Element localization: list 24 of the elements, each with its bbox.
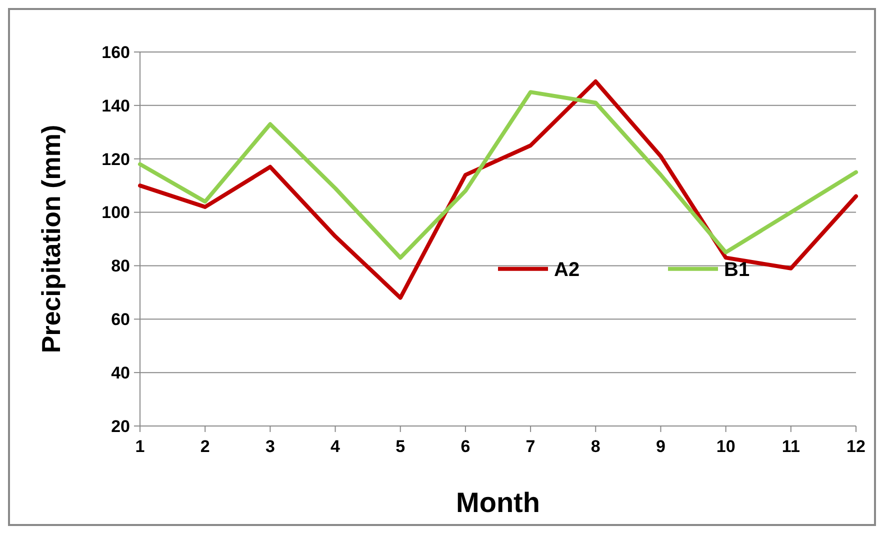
x-tick-label: 6: [460, 437, 470, 456]
x-tick-label: 9: [656, 437, 666, 456]
y-tick-label: 140: [102, 96, 130, 116]
x-tick-label: 8: [590, 437, 600, 456]
x-tick-label: 11: [782, 437, 800, 456]
y-tick-label: 100: [102, 203, 130, 222]
x-tick-label: 2: [200, 437, 210, 456]
x-tick-label: 10: [716, 437, 736, 456]
y-tick-label: 40: [111, 364, 130, 383]
y-tick-label: 60: [111, 310, 130, 330]
x-tick-label: 1: [135, 437, 145, 456]
x-tick-label: 3: [265, 437, 275, 456]
y-axis-title: Precipitation (mm): [36, 124, 66, 354]
legend-label: B1: [724, 258, 750, 281]
x-tick-label: 12: [846, 437, 866, 456]
x-tick-label: 5: [396, 437, 406, 456]
legend-label: A2: [554, 258, 580, 281]
x-tick-label: 4: [330, 437, 341, 456]
x-axis-title: Month: [456, 487, 540, 518]
y-tick-label: 160: [102, 42, 130, 62]
y-tick-label: 20: [111, 416, 130, 436]
x-tick-label: 7: [526, 437, 536, 456]
y-tick-label: 80: [111, 256, 130, 276]
y-tick-label: 120: [102, 150, 130, 169]
